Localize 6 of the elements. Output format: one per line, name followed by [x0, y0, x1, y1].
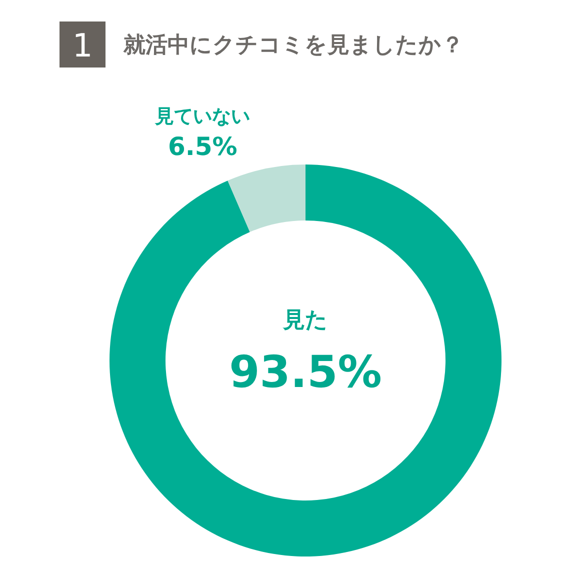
slice-label: 見ていない: [154, 105, 250, 128]
data-label: 93.5%: [229, 347, 382, 398]
chart-title: 就活中にクチコミを見ましたか？: [122, 33, 464, 58]
data-label: 6.5%: [168, 132, 238, 161]
slice-label: 見た: [282, 308, 328, 333]
text: 1: [72, 26, 93, 64]
